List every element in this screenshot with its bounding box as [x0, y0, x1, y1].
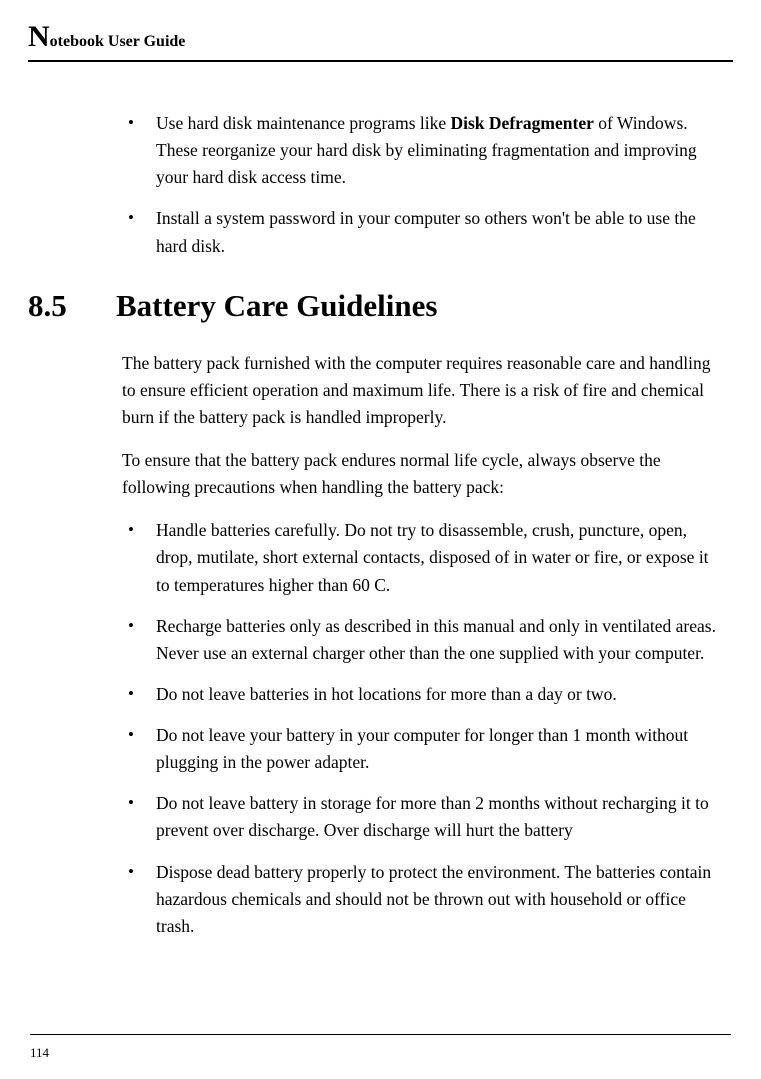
- footer-divider: [30, 1034, 731, 1035]
- page-header: Notebook User Guide: [28, 20, 733, 62]
- list-item: Install a system password in your comput…: [122, 205, 725, 259]
- header-text: otebook User Guide: [50, 33, 186, 50]
- section-title: Battery Care Guidelines: [116, 288, 437, 323]
- page-footer: 114: [0, 1034, 761, 1061]
- list-item: Dispose dead battery properly to protect…: [122, 859, 725, 940]
- section-number: 8.5: [28, 288, 116, 324]
- list-item: Recharge batteries only as described in …: [122, 613, 725, 667]
- list-item: Handle batteries carefully. Do not try t…: [122, 517, 725, 598]
- text-segment: Install a system password in your comput…: [156, 208, 696, 255]
- page-number: 114: [30, 1045, 733, 1061]
- list-item: Do not leave battery in storage for more…: [122, 790, 725, 844]
- page-content: Use hard disk maintenance programs like …: [28, 110, 733, 940]
- top-bullet-list: Use hard disk maintenance programs like …: [122, 110, 725, 260]
- section-heading: 8.5Battery Care Guidelines: [28, 288, 725, 324]
- header-dropcap: N: [28, 20, 50, 53]
- list-item: Use hard disk maintenance programs like …: [122, 110, 725, 191]
- list-item: Do not leave batteries in hot locations …: [122, 681, 725, 708]
- paragraph: The battery pack furnished with the comp…: [122, 350, 725, 431]
- paragraph: To ensure that the battery pack endures …: [122, 447, 725, 501]
- list-item: Do not leave your battery in your comput…: [122, 722, 725, 776]
- bold-text: Disk Defragmenter: [451, 113, 594, 133]
- text-segment: Use hard disk maintenance programs like: [156, 113, 451, 133]
- main-bullet-list: Handle batteries carefully. Do not try t…: [122, 517, 725, 940]
